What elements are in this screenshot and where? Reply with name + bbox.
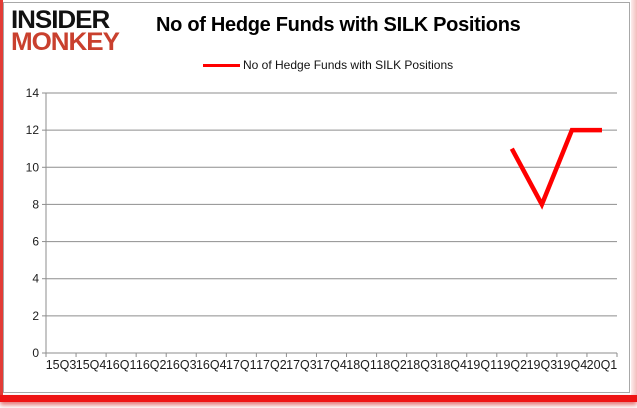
x-tick-label: 17Q4	[316, 358, 347, 372]
frame-edge-bottom	[0, 395, 637, 402]
x-tick-label: 19Q1	[466, 358, 497, 372]
x-tick-label: 17Q1	[226, 358, 257, 372]
chart-card: INSIDER MONKEY No of Hedge Funds with SI…	[3, 2, 630, 393]
x-tick-label: 18Q1	[346, 358, 377, 372]
chart-title: No of Hedge Funds with SILK Positions	[156, 14, 521, 36]
insider-monkey-logo: INSIDER MONKEY	[11, 6, 120, 56]
x-tick-label: 20Q1	[587, 358, 618, 372]
x-tick-label: 18Q2	[376, 358, 407, 372]
x-tick-label: 16Q3	[166, 358, 197, 372]
y-tick-label: 0	[32, 346, 39, 360]
x-tick-label: 18Q4	[436, 358, 467, 372]
x-tick-label: 19Q2	[497, 358, 528, 372]
x-tick-label: 16Q2	[136, 358, 167, 372]
y-tick-label: 4	[32, 272, 39, 286]
x-tick-label: 18Q3	[406, 358, 437, 372]
y-tick-label: 10	[26, 160, 40, 174]
series-line	[509, 127, 602, 210]
x-tick-label: 17Q3	[286, 358, 317, 372]
logo-line-monkey: MONKEY	[11, 28, 120, 56]
y-tick-label: 12	[26, 123, 40, 137]
x-tick-label: 16Q1	[106, 358, 137, 372]
y-tick-label: 6	[32, 235, 39, 249]
logo-line-insider: INSIDER	[11, 6, 110, 34]
y-tick-label: 2	[32, 309, 39, 323]
x-tick-label: 17Q2	[256, 358, 287, 372]
y-tick-label: 14	[26, 86, 40, 100]
legend: No of Hedge Funds with SILK Positions	[203, 58, 453, 72]
x-tick-label: 19Q3	[527, 358, 558, 372]
y-tick-label: 8	[32, 197, 39, 211]
legend-line-swatch	[203, 63, 240, 67]
x-tick-label: 16Q4	[196, 358, 227, 372]
x-tick-label: 19Q4	[557, 358, 588, 372]
frame-edge-right	[631, 0, 637, 396]
frame-edge-left	[0, 0, 3, 396]
legend-label: No of Hedge Funds with SILK Positions	[243, 58, 454, 72]
x-tick-label: 15Q4	[76, 358, 107, 372]
x-tick-label: 15Q3	[46, 358, 77, 372]
